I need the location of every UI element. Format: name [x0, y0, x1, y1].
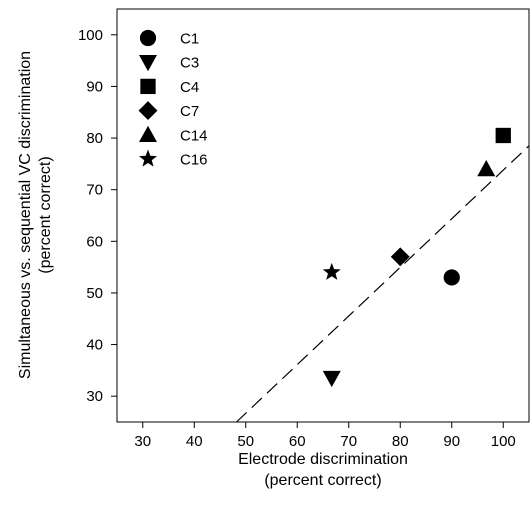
y-tick-label: 70 — [86, 182, 103, 199]
legend-label-c3: C3 — [180, 55, 199, 72]
data-point-c1 — [443, 269, 460, 286]
x-tick-label: 100 — [491, 433, 516, 450]
legend-marker-c4 — [140, 78, 156, 95]
legend-marker-c14 — [139, 125, 157, 142]
x-tick-label: 70 — [340, 433, 357, 450]
legend-label-c7: C7 — [180, 103, 199, 120]
legend-marker-c1 — [139, 29, 157, 47]
y-tick-label: 60 — [86, 233, 103, 250]
x-tick-label: 40 — [186, 433, 203, 450]
legend-marker-c16 — [139, 149, 157, 167]
regression-line — [236, 145, 530, 423]
y-tick-label: 50 — [86, 285, 103, 302]
data-point-c14 — [477, 160, 496, 177]
data-point-c3 — [322, 370, 341, 388]
legend-label-c14: C14 — [180, 127, 208, 144]
data-points — [322, 127, 511, 388]
legend-label-c4: C4 — [180, 79, 199, 96]
y-tick-label: 40 — [86, 337, 103, 354]
y-axis-ticks: 30 40 50 60 70 80 90 100 — [78, 27, 117, 405]
y-tick-label: 90 — [86, 78, 103, 95]
plot-frame — [116, 8, 530, 423]
x-tick-label: 90 — [443, 433, 460, 450]
legend: C1 C3 C4 C7 C14 C16 — [138, 29, 208, 169]
legend-label-c1: C1 — [180, 31, 199, 48]
y-axis-title-line1: Simultaneous vs. sequential VC discrimin… — [17, 51, 34, 379]
x-tick-label: 30 — [134, 433, 151, 450]
x-tick-label: 60 — [289, 433, 306, 450]
y-axis-title-line2: (percent correct) — [37, 156, 54, 273]
x-tick-label: 80 — [392, 433, 409, 450]
data-point-c4 — [495, 127, 511, 144]
y-tick-label: 100 — [78, 27, 103, 44]
legend-label-c16: C16 — [180, 152, 208, 169]
legend-marker-c7 — [138, 101, 158, 121]
regression-line-group — [236, 145, 530, 423]
y-tick-label: 80 — [86, 130, 103, 147]
y-tick-label: 30 — [86, 388, 103, 405]
legend-marker-c3 — [139, 55, 157, 72]
x-axis-title-line2: (percent correct) — [264, 472, 381, 489]
data-point-c16 — [322, 262, 341, 280]
x-tick-label: 50 — [237, 433, 254, 450]
x-axis-ticks: 30 40 50 60 70 80 90 100 — [134, 422, 516, 450]
x-axis-title-line1: Electrode discrimination — [238, 451, 408, 468]
data-point-c7 — [390, 247, 410, 267]
